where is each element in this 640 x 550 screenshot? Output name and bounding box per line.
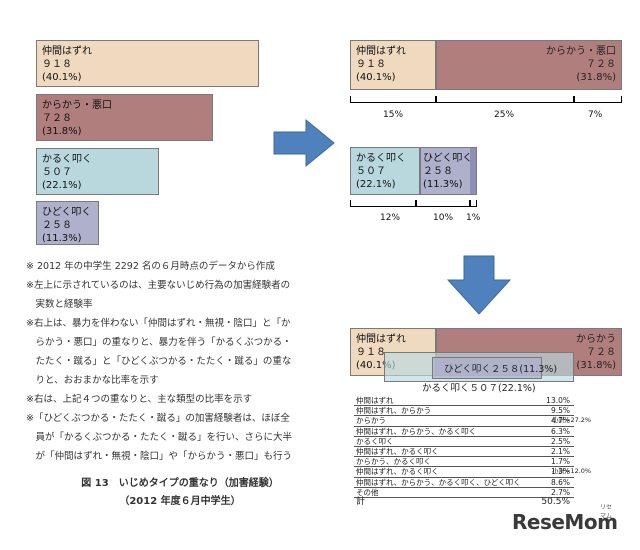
table-cell-label: 仲間はずれ、からかう <box>356 406 432 416</box>
table-cell-label: 仲間はずれ <box>356 396 394 405</box>
table-row: からかう 4.7% 小計=27.2% <box>354 416 591 427</box>
table-row: 仲間はずれ、かるく叩く 2.1% <box>354 446 574 458</box>
table-cell-value: 8.6% <box>550 477 570 487</box>
table-cell-subtotal: 小計=12.0% <box>552 467 592 476</box>
table-cell-value: 2.1% <box>550 446 570 456</box>
overlap-box-nakama: 仲間はずれ ９１８ (40.1%) <box>350 40 436 90</box>
bar-nakama-text: 仲間はずれ ９１８ (40.1%) <box>42 46 92 83</box>
bar-hidoku: ひどく叩く ２５８ (11.3%) <box>36 201 99 245</box>
table-cell-label: 仲間はずれ、からかう、かるく叩く、ひどく叩く <box>356 477 521 487</box>
pct-label-15: 15% <box>383 110 404 120</box>
notes-block: ※ 2012 年の中学生 2292 名の６月時点のデータから作成 ※左上に示され… <box>26 257 292 466</box>
table-cell-subtotal: 小計=27.2% <box>552 416 592 425</box>
overlap-box-karuku: かるく叩く ５０７ (22.1%) <box>350 147 420 195</box>
note-line: 員が「かるくぶつかる・たたく・蹴る」を行い、さらに大半 <box>26 432 293 443</box>
note-line: ※「ひどくぶつかる・たたく・蹴る」の加害経験者は、ほぼ全 <box>26 413 290 424</box>
combined-label-karuku: かるく叩く５０７(22.1%) <box>422 383 536 394</box>
table-row: かるく叩く 2.5% <box>354 437 574 447</box>
bracket-1 <box>470 200 477 207</box>
table-cell-value: 2.7% <box>550 487 570 497</box>
logo-text: ReseMom <box>512 510 618 534</box>
note-line: りと、おおまかな比率を示す <box>26 375 159 386</box>
overlap-box-karakau: からかう・悪口 ７２８ (31.8%) <box>436 40 622 90</box>
table-cell-value: 2.5% <box>550 436 570 446</box>
logo-small-text: リセマム <box>600 504 613 520</box>
combined-label-hidoku: ひどく叩く２５８(11.3%) <box>444 364 558 375</box>
caption-line-2: （2012 年度６月中学生） <box>119 496 241 507</box>
bar-nakama: 仲間はずれ ９１８ (40.1%) <box>36 40 259 87</box>
bracket-12 <box>350 200 416 207</box>
note-line: 実数と経験率 <box>26 299 93 310</box>
table-cell-label: その他 <box>356 487 379 497</box>
bracket-7 <box>574 96 622 103</box>
table-cell-value: 4.7% <box>550 416 570 426</box>
note-line: が「仲間はずれ・無視・陰口」や「からかう・悪口」も行う <box>26 451 293 462</box>
table-row: 仲間はずれ、からかう 9.5% <box>354 406 574 417</box>
combined-box-hidoku <box>432 357 542 379</box>
table-cell-value: 1.7% <box>550 457 570 467</box>
table-cell-label: 計 <box>356 496 366 507</box>
note-line: たたく・蹴る」と「ひどくぶつかる・たたく・蹴る」の重な <box>26 356 292 367</box>
note-line: ※右上は、暴力を伴わない「仲間はずれ・無視・陰口」と「か <box>26 318 291 329</box>
table-row: 仲間はずれ、かるく叩く 1.3% 小計=12.0% <box>354 467 591 478</box>
down-arrow-icon <box>446 255 512 315</box>
overlap-sliver <box>470 148 476 194</box>
bracket-10 <box>416 200 470 207</box>
note-line: ※ 2012 年の中学生 2292 名の６月時点のデータから作成 <box>26 261 275 272</box>
table-row: 仲間はずれ 13.0% <box>354 396 574 407</box>
table-row: 仲間はずれ、からかう、かるく叩く 6.3% <box>354 427 574 437</box>
table-row: 計 50.5% <box>354 496 574 509</box>
figure-caption: 図 13 いじめタイプの重なり（加害経験） （2012 年度６月中学生） <box>40 474 320 507</box>
table-cell-label: からかう <box>356 416 386 426</box>
bar-hidoku-text: ひどく叩く ２５８ (11.3%) <box>42 207 92 244</box>
pct-label-25: 25% <box>494 110 515 120</box>
bar-karakau-text: からかう・悪口 ７２８ (31.8%) <box>42 100 112 137</box>
pct-label-10: 10% <box>433 213 454 223</box>
caption-line-1: 図 13 いじめタイプの重なり（加害経験） <box>81 478 279 489</box>
overlap-box-hidoku: ひどく叩く ２５８ (11.3%) <box>420 147 477 195</box>
bracket-25 <box>436 96 574 103</box>
table-cell-value: 50.5% <box>541 496 570 507</box>
table-row: その他 2.7% <box>354 488 574 498</box>
bar-karuku: かるく叩く ５０７ (22.1%) <box>36 148 159 195</box>
pct-label-12: 12% <box>380 213 401 223</box>
bar-karuku-text: かるく叩く ５０７ (22.1%) <box>42 154 92 191</box>
table-cell-label: 仲間はずれ、かるく叩く <box>356 446 439 456</box>
note-line: ※右は、上記４つの重なりと、主な類型の比率を示す <box>26 394 253 405</box>
bracket-15 <box>350 96 436 103</box>
combination-table: 仲間はずれ 13.0% 仲間はずれ、からかう 9.5% からかう 4.7% 小計=27.2%… <box>354 396 591 509</box>
table-cell-label: 仲間はずれ、かるく叩く <box>356 467 439 477</box>
table-cell-label: かるく叩く <box>356 436 394 446</box>
table-cell-label: 仲間はずれ、からかう、かるく叩く <box>356 426 477 436</box>
table-cell-label: からかう、かるく叩く <box>356 457 431 467</box>
table-row: 仲間はずれ、からかう、かるく叩く、ひどく叩く 8.6% <box>354 478 574 488</box>
table-cell-value: 1.3% <box>550 467 570 477</box>
table-row: からかう、かるく叩く 1.7% <box>354 457 574 468</box>
pct-label-7: 7% <box>588 110 603 120</box>
bar-karakau: からかう・悪口 ７２８ (31.8%) <box>36 94 213 141</box>
table-cell-value: 13.0% <box>546 396 570 405</box>
resemom-logo: リセマム ReseMom <box>512 504 618 534</box>
table-cell-value: 6.3% <box>550 426 570 436</box>
right-arrow-icon <box>273 118 335 168</box>
table-cell-value: 9.5% <box>550 406 570 416</box>
note-line: ※左上に示されているのは、主要ないじめ行為の加害経験者の <box>26 280 291 291</box>
pct-label-1: 1% <box>466 213 481 223</box>
note-line: らかう・悪口」の重なりと、暴力を伴う「かるくぶつかる・ <box>26 337 292 348</box>
